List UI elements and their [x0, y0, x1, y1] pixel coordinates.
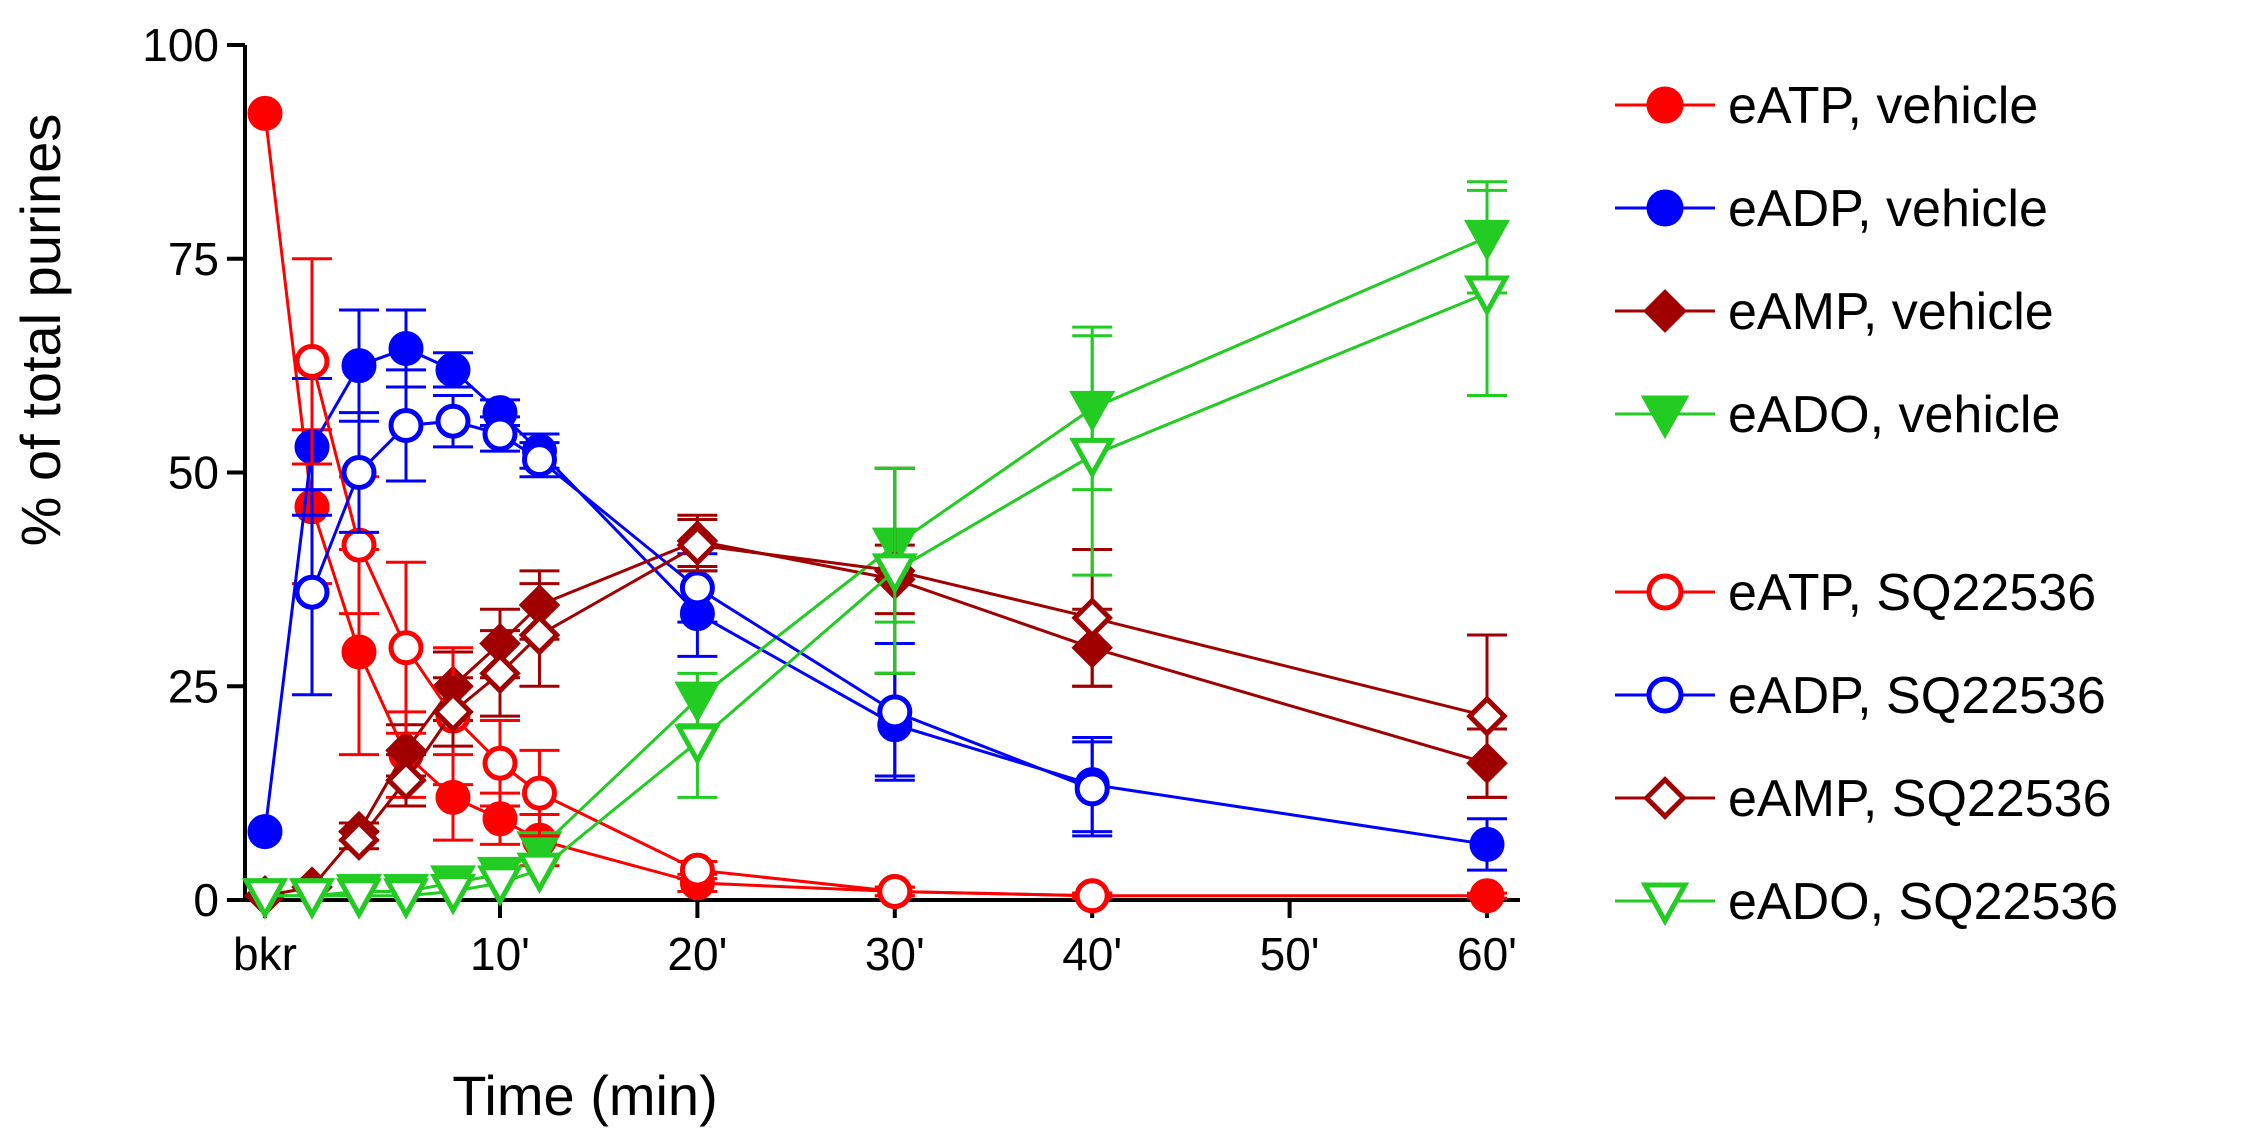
data-point [521, 442, 557, 478]
legend-marker [1646, 86, 1684, 124]
data-point [432, 691, 474, 733]
x-axis-title: Time (min) [452, 1064, 717, 1127]
legend-item: eATP, SQ22536 [1615, 564, 2096, 622]
data-point [1069, 437, 1116, 480]
data-point [1464, 275, 1510, 317]
data-point [679, 570, 715, 606]
data-point [338, 819, 380, 861]
legend-marker [1643, 289, 1687, 333]
y-tick-label: 100 [142, 19, 219, 71]
y-axis-title: % of total purines [9, 114, 72, 547]
data-point [1469, 826, 1505, 862]
data-point [482, 416, 518, 452]
data-point [871, 553, 918, 595]
x-tick-label: 30' [865, 928, 925, 980]
legend-label: eATP, SQ22536 [1728, 564, 2096, 622]
data-point [341, 527, 377, 563]
data-point [676, 524, 719, 566]
legend-item: eATP, vehicle [1615, 77, 2038, 135]
data-point [336, 878, 382, 920]
data-point [674, 724, 721, 766]
data-point [1469, 878, 1505, 914]
series-eatp-sq22536 [292, 257, 1113, 914]
legend: eATP, vehicle eADP, vehicle eAMP, vehicle e… [1615, 77, 2118, 931]
data-point [1466, 695, 1508, 737]
legend-marker [1646, 189, 1684, 227]
data-point [383, 878, 429, 920]
data-point [435, 403, 471, 439]
data-point [435, 779, 471, 815]
y-tick-label: 50 [168, 447, 219, 499]
plot-area [242, 95, 1510, 920]
x-tick-label: bkr [233, 928, 297, 980]
series-eado-vehicle [242, 180, 1510, 920]
data-point [518, 614, 561, 656]
data-point [430, 873, 476, 916]
data-point [289, 878, 335, 920]
x-tick-label: 40' [1062, 928, 1122, 980]
series-eadp-sq22536 [292, 368, 1113, 838]
x-tick-label: 60' [1457, 928, 1517, 980]
data-point [521, 775, 557, 811]
legend-marker [1640, 882, 1690, 927]
legend-marker [1646, 676, 1684, 714]
legend-item: eADO, vehicle [1615, 386, 2060, 444]
data-point [341, 634, 377, 670]
legend-item: eADP, SQ22536 [1615, 667, 2106, 725]
data-point [388, 331, 424, 367]
data-point [482, 801, 518, 837]
legend-label: eADO, vehicle [1728, 386, 2060, 444]
legend-label: eADP, SQ22536 [1728, 667, 2106, 725]
legend-item: eADP, vehicle [1615, 180, 2048, 238]
x-tick-label: 50' [1260, 928, 1320, 980]
legend-marker [1640, 395, 1690, 440]
data-point [877, 873, 913, 909]
series-eatp-vehicle [247, 95, 1507, 914]
data-point [388, 630, 424, 666]
data-point [247, 95, 283, 131]
data-point [247, 814, 283, 850]
data-point [242, 878, 288, 920]
legend-item: eAMP, SQ22536 [1615, 770, 2112, 828]
data-point [482, 745, 518, 781]
y-tick-label: 75 [168, 233, 219, 285]
data-point [385, 759, 427, 802]
legend-item: eADO, SQ22536 [1615, 873, 2118, 931]
legend-label: eATP, vehicle [1728, 77, 2038, 135]
legend-item: eAMP, vehicle [1615, 283, 2054, 341]
legend-label: eAMP, SQ22536 [1728, 770, 2112, 828]
legend-label: eADO, SQ22536 [1728, 873, 2118, 931]
legend-marker [1643, 776, 1687, 820]
legend-label: eAMP, vehicle [1728, 283, 2054, 341]
legend-marker [1646, 573, 1684, 611]
data-point [435, 352, 471, 388]
x-tick-label: 20' [667, 928, 727, 980]
y-tick-label: 25 [168, 660, 219, 712]
data-point [877, 694, 913, 730]
data-point [341, 455, 377, 490]
data-point [479, 652, 521, 695]
legend-label: eADP, vehicle [1728, 180, 2048, 238]
data-point [341, 348, 377, 384]
data-point [1074, 878, 1110, 914]
data-point [516, 852, 563, 894]
series-line [263, 113, 1487, 898]
y-tick-label: 0 [193, 874, 219, 926]
data-point [679, 852, 715, 888]
series-eado-sq22536 [242, 188, 1510, 920]
data-point [294, 574, 330, 610]
data-point [1074, 771, 1110, 807]
data-point [477, 865, 523, 907]
data-point [1071, 597, 1113, 639]
data-point [388, 407, 424, 443]
x-tick-label: 10' [470, 928, 530, 980]
data-point [294, 343, 330, 379]
